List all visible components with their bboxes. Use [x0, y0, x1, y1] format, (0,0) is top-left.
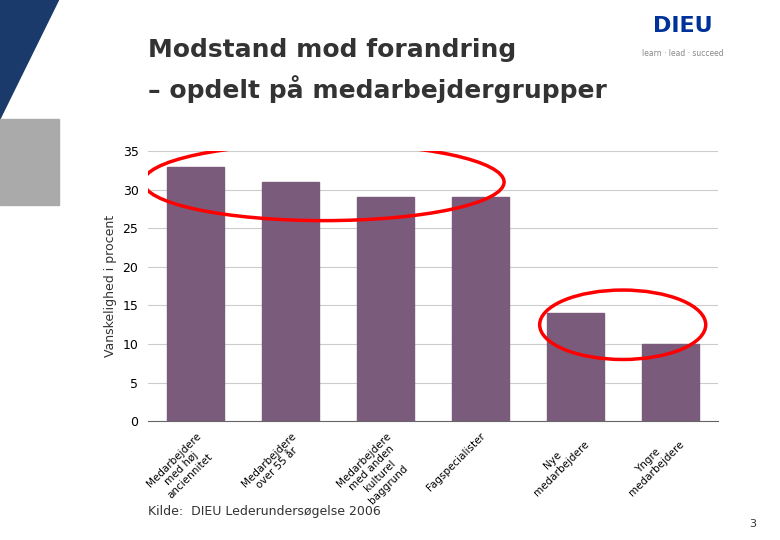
- Y-axis label: Vanskelighed i procent: Vanskelighed i procent: [104, 215, 117, 357]
- Text: learn · lead · succeed: learn · lead · succeed: [642, 49, 723, 58]
- Bar: [262, 182, 319, 421]
- Bar: [167, 167, 224, 421]
- Text: Kilde:  DIEU Lederundersøgelse 2006: Kilde: DIEU Lederundersøgelse 2006: [148, 505, 381, 518]
- Bar: [547, 313, 604, 421]
- Text: 3: 3: [750, 519, 757, 529]
- Bar: [357, 198, 414, 421]
- Text: Modstand mod forandring: Modstand mod forandring: [148, 38, 516, 62]
- Text: – opdelt på medarbejdergrupper: – opdelt på medarbejdergrupper: [148, 76, 607, 104]
- Text: DIEU: DIEU: [653, 16, 712, 36]
- Bar: [452, 198, 509, 421]
- Bar: [642, 344, 699, 421]
